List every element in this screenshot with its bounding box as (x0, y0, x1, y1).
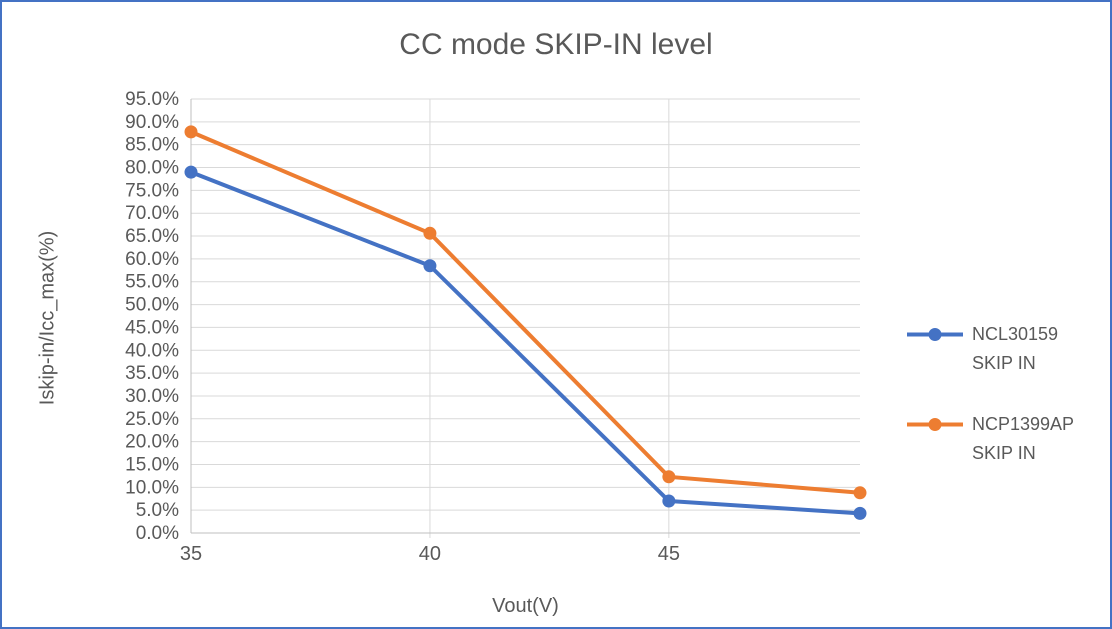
y-tick-label: 15.0% (125, 454, 179, 475)
series-line (189, 170, 862, 516)
chart-title: CC mode SKIP-IN level (399, 28, 713, 61)
x-tick-label: 45 (658, 543, 680, 565)
legend-entry: NCL30159 SKIP IN (905, 320, 1110, 378)
legend-label: NCP1399AP SKIP IN (972, 410, 1074, 468)
legend-line-marker-icon (907, 418, 963, 431)
data-point-marker (184, 125, 198, 139)
data-point-marker (423, 226, 437, 240)
y-tick-label: 20.0% (125, 432, 179, 453)
y-tick-label: 10.0% (125, 477, 179, 498)
data-point-marker (423, 259, 437, 273)
data-point-marker (662, 494, 676, 508)
y-tick-label: 95.0% (125, 89, 179, 110)
y-axis-title-text: Iskip-in/Icc_max(%) (36, 230, 59, 406)
legend-label-line: SKIP IN (972, 443, 1036, 463)
data-point-marker (853, 506, 867, 520)
y-tick-label: 45.0% (125, 317, 179, 338)
legend-entry: NCP1399AP SKIP IN (905, 410, 1110, 468)
data-point-marker (184, 165, 198, 179)
y-tick-label: 30.0% (125, 386, 179, 407)
y-tick-label: 25.0% (125, 409, 179, 430)
legend-label-line: NCP1399AP (972, 414, 1075, 434)
x-tick-label: 40 (419, 543, 441, 565)
y-tick-label: 70.0% (125, 203, 179, 224)
y-tick-label: 85.0% (125, 135, 179, 156)
series-line (189, 129, 862, 495)
y-tick-label: 90.0% (125, 112, 179, 133)
data-point-marker (853, 486, 867, 500)
legend: NCL30159 SKIP IN NCP1399AP SKIP IN (905, 320, 1110, 500)
y-tick-label: 35.0% (125, 363, 179, 384)
x-tick-label: 35 (180, 543, 202, 565)
y-tick-label: 75.0% (125, 180, 179, 201)
y-tick-label: 60.0% (125, 249, 179, 270)
y-tick-label: 80.0% (125, 158, 179, 179)
x-axis-title: Vout(V) (492, 595, 559, 617)
y-tick-label: 65.0% (125, 226, 179, 247)
y-tick-label: 5.0% (136, 500, 179, 521)
data-point-marker (662, 470, 676, 484)
y-tick-label: 0.0% (136, 523, 179, 544)
y-tick-label: 40.0% (125, 340, 179, 361)
legend-label-line: NCL30159 (972, 324, 1059, 344)
y-tick-label: 55.0% (125, 272, 179, 293)
legend-line-marker-icon (907, 328, 963, 341)
legend-label: NCL30159 SKIP IN (972, 320, 1058, 378)
y-tick-label: 50.0% (125, 295, 179, 316)
legend-label-line: SKIP IN (972, 353, 1036, 373)
